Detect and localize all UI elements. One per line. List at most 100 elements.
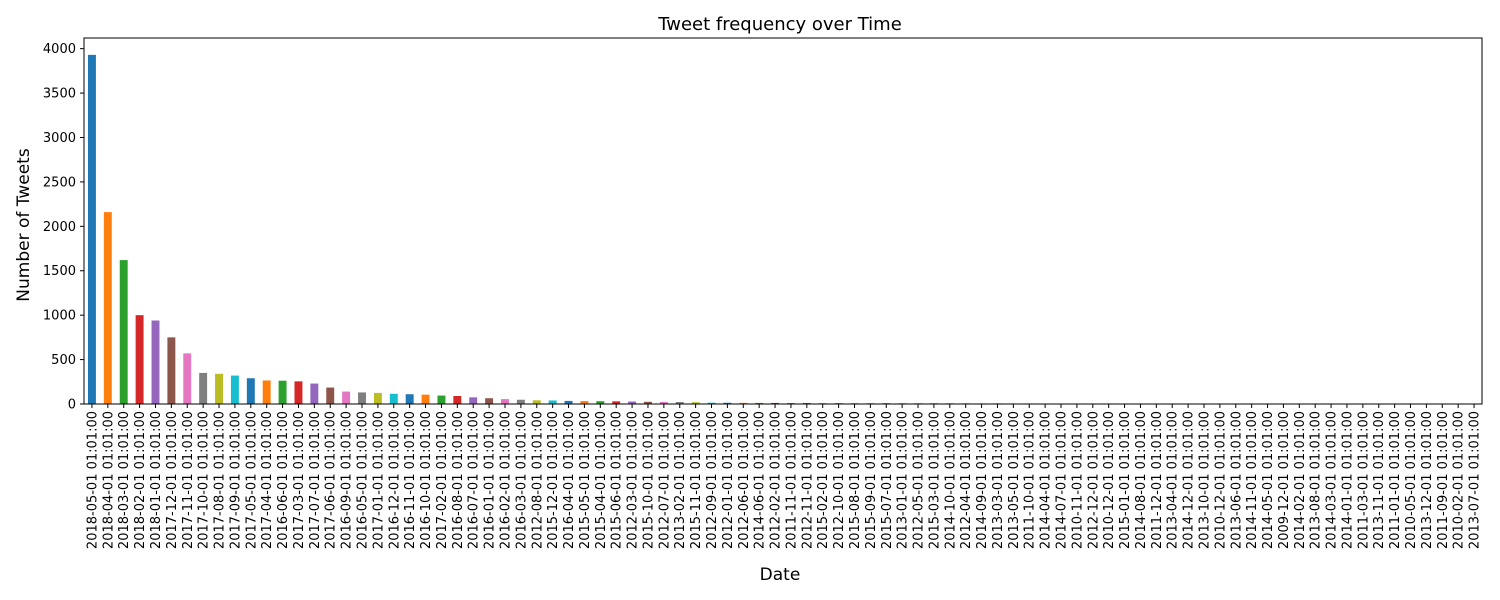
y-tick-label: 500: [51, 353, 76, 368]
y-tick-label: 2000: [43, 220, 76, 235]
x-tick-label: 2012-06-01 01:01:00: [737, 411, 752, 549]
x-tick-label: 2016-11-01 01:01:00: [403, 411, 418, 549]
x-tick-label: 2014-10-01 01:01:00: [943, 411, 958, 549]
x-tick-label: 2012-02-01 01:01:00: [769, 411, 784, 549]
bar: [723, 402, 732, 404]
x-tick-label: 2015-09-01 01:01:00: [864, 411, 879, 549]
y-tick-label: 3000: [43, 131, 76, 146]
x-tick-label: 2013-07-01 01:01:00: [1468, 411, 1483, 549]
bar: [167, 337, 176, 404]
bar: [675, 402, 684, 404]
x-tick-label: 2017-12-01 01:01:00: [165, 411, 180, 549]
y-tick-label: 1000: [43, 309, 76, 324]
x-tick-label: 2013-12-01 01:01:00: [1420, 411, 1435, 549]
x-tick-label: 2017-07-01 01:01:00: [308, 411, 323, 549]
bar: [87, 54, 96, 404]
x-tick-label: 2014-04-01 01:01:00: [1039, 411, 1054, 549]
x-tick-label: 2012-08-01 01:01:00: [530, 411, 545, 549]
bar: [278, 380, 287, 404]
x-tick-label: 2015-03-01 01:01:00: [927, 411, 942, 549]
bar: [659, 401, 668, 404]
x-tick-label: 2013-05-01 01:01:00: [1007, 411, 1022, 549]
x-tick-label: 2012-10-01 01:01:00: [832, 411, 847, 549]
x-tick-label: 2013-03-01 01:01:00: [991, 411, 1006, 549]
x-tick-label: 2013-08-01 01:01:00: [1309, 411, 1324, 549]
x-tick-label: 2014-03-01 01:01:00: [1325, 411, 1340, 549]
x-tick-label: 2014-01-01 01:01:00: [1340, 411, 1355, 549]
x-tick-label: 2010-12-01 01:01:00: [1102, 411, 1117, 549]
x-tick-label: 2009-12-01 01:01:00: [1277, 411, 1292, 549]
bar: [326, 387, 335, 404]
x-tick-label: 2017-11-01 01:01:00: [181, 411, 196, 549]
x-tick-label: 2016-10-01 01:01:00: [419, 411, 434, 549]
x-tick-label: 2014-06-01 01:01:00: [753, 411, 768, 549]
x-tick-label: 2015-08-01 01:01:00: [848, 411, 863, 549]
bar: [643, 401, 652, 404]
bar: [516, 399, 525, 404]
x-tick-label: 2011-10-01 01:01:00: [1023, 411, 1038, 549]
x-tick-label: 2013-10-01 01:01:00: [1197, 411, 1212, 549]
x-tick-label: 2013-04-01 01:01:00: [1166, 411, 1181, 549]
x-tick-label: 2016-06-01 01:01:00: [276, 411, 291, 549]
bar: [373, 392, 382, 404]
bar: [230, 375, 239, 404]
x-tick-label: 2012-03-01 01:01:00: [626, 411, 641, 549]
x-tick-label: 2011-09-01 01:01:00: [1436, 411, 1451, 549]
bar: [548, 400, 557, 404]
bar: [596, 401, 605, 404]
x-tick-label: 2016-03-01 01:01:00: [514, 411, 529, 549]
x-tick-label: 2017-02-01 01:01:00: [435, 411, 450, 549]
x-tick-label: 2014-11-01 01:01:00: [1245, 411, 1260, 549]
bar: [183, 353, 192, 404]
bar: [485, 398, 494, 404]
y-tick-label: 4000: [43, 42, 76, 57]
bar: [564, 400, 573, 404]
y-tick-label: 2500: [43, 175, 76, 190]
bar: [469, 397, 478, 404]
x-tick-label: 2015-10-01 01:01:00: [641, 411, 656, 549]
x-tick-label: 2017-01-01 01:01:00: [371, 411, 386, 549]
bar: [501, 399, 509, 404]
x-tick-label: 2016-04-01 01:01:00: [562, 411, 577, 549]
x-tick-label: 2013-02-01 01:01:00: [673, 411, 688, 549]
bar: [421, 394, 430, 404]
x-tick-label: 2016-08-01 01:01:00: [451, 411, 466, 549]
x-tick-label: 2018-05-01 01:01:00: [85, 411, 100, 549]
bar: [135, 315, 144, 404]
plot-frame: [83, 37, 1483, 405]
x-tick-label: 2012-12-01 01:01:00: [1086, 411, 1101, 549]
bar: [755, 402, 764, 404]
x-tick-label: 2014-08-01 01:01:00: [1134, 411, 1149, 549]
x-tick-label: 2014-09-01 01:01:00: [975, 411, 990, 549]
x-tick-label: 2017-10-01 01:01:00: [197, 411, 212, 549]
x-tick-label: 2018-01-01 01:01:00: [149, 411, 164, 549]
bar: [771, 402, 780, 404]
x-tick-label: 2015-12-01 01:01:00: [546, 411, 561, 549]
bar: [405, 394, 414, 404]
bar: [739, 402, 748, 404]
bar: [453, 396, 462, 404]
bar: [532, 400, 541, 404]
y-tick-label: 1500: [43, 264, 76, 279]
x-tick-label: 2016-05-01 01:01:00: [356, 411, 371, 549]
y-axis-label: Number of Tweets: [14, 148, 34, 302]
x-tick-label: 2011-01-01 01:01:00: [1388, 411, 1403, 549]
x-tick-label: 2018-02-01 01:01:00: [133, 411, 148, 549]
x-tick-label: 2017-06-01 01:01:00: [324, 411, 339, 549]
x-tick-label: 2015-04-01 01:01:00: [594, 411, 609, 549]
x-tick-label: 2012-04-01 01:01:00: [959, 411, 974, 549]
x-tick-label: 2010-05-01 01:01:00: [1404, 411, 1419, 549]
x-tick-label: 2011-03-01 01:01:00: [1356, 411, 1371, 549]
x-tick-label: 2010-11-01 01:01:00: [1070, 411, 1085, 549]
bar: [342, 391, 351, 404]
x-tick-label: 2017-03-01 01:01:00: [292, 411, 307, 549]
x-tick-label: 2014-05-01 01:01:00: [1261, 411, 1276, 549]
x-tick-label: 2014-12-01 01:01:00: [1182, 411, 1197, 549]
x-axis-label: Date: [760, 565, 801, 585]
x-tick-label: 2015-07-01 01:01:00: [880, 411, 895, 549]
x-tick-label: 2014-07-01 01:01:00: [1055, 411, 1070, 549]
bar: [246, 378, 255, 404]
x-tick-label: 2011-12-01 01:01:00: [1150, 411, 1165, 549]
bar: [580, 401, 589, 404]
